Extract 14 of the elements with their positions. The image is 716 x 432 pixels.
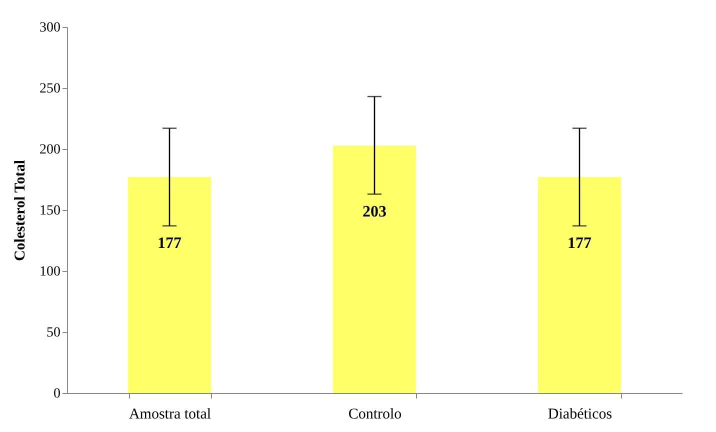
x-tick-label: Diabéticos bbox=[548, 406, 612, 422]
y-axis-title: Colesterol Total bbox=[12, 160, 28, 261]
y-tick-label: 300 bbox=[40, 20, 60, 36]
data-label: 203 bbox=[362, 203, 386, 220]
y-tick-label: 100 bbox=[40, 264, 60, 280]
y-tick-label: 150 bbox=[40, 204, 60, 218]
y-tick-label: 250 bbox=[40, 82, 60, 96]
x-tick-label: Controlo bbox=[348, 406, 402, 422]
data-label: 177 bbox=[158, 235, 182, 252]
y-tick-label: 0 bbox=[54, 386, 60, 402]
data-label: 177 bbox=[568, 235, 592, 252]
y-tick-label: 200 bbox=[40, 142, 60, 158]
x-tick-label: Amostra total bbox=[128, 406, 212, 422]
y-tick-label: 50 bbox=[46, 326, 60, 340]
